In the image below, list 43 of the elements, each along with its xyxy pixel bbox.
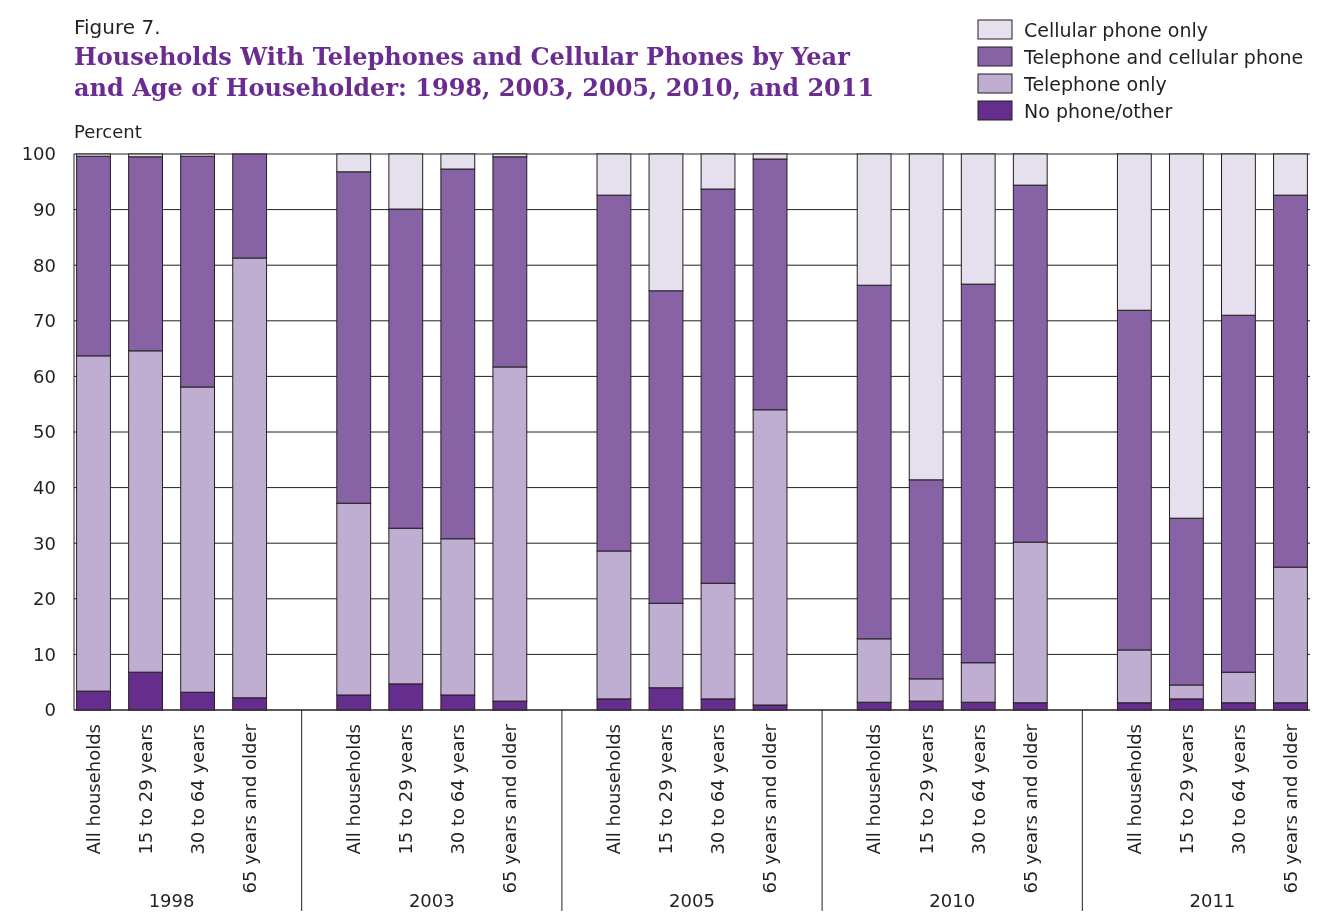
y-tick-label: 20 [33, 588, 56, 610]
x-tick-label: 15 to 29 years [134, 724, 156, 855]
y-tick-label: 100 [21, 143, 56, 165]
y-tick-label: 90 [33, 198, 56, 220]
legend-label: No phone/other [1024, 99, 1173, 122]
x-tick-label: All households [82, 724, 104, 855]
text: 1998 [148, 890, 195, 911]
text: 2003 [408, 890, 455, 911]
y-tick-label: 10 [33, 643, 56, 665]
y-tick-label: 0 [44, 699, 56, 721]
chart-title: Households With Telephones and Cellular Phones by Year and Age of Householder: 1998, 2003, 2005, 2010, and 2011 [74, 42, 875, 102]
y-tick-label: 50 [33, 421, 56, 443]
x-tick-label: All households [1123, 724, 1145, 855]
y-tick-label: 80 [33, 254, 56, 276]
y-axis-title: Percent [74, 121, 142, 142]
x-tick-label: 30 to 64 years [1227, 724, 1249, 855]
x-tick-label: 65 years and older [238, 723, 260, 894]
legend-label: Telephone and cellular phone [1023, 45, 1304, 68]
x-tick-label: All households [863, 724, 885, 855]
text: 2011 [1189, 890, 1236, 911]
legend-label: Telephone only [1023, 72, 1167, 95]
x-tick-label: 15 to 29 years [1175, 724, 1197, 855]
text: 2010 [929, 890, 976, 911]
x-tick-label: 30 to 64 years [447, 724, 469, 855]
x-tick-label: 65 years and older [759, 723, 781, 894]
legend-label: Cellular phone only [1024, 18, 1209, 41]
caption: Figure 7. [74, 15, 161, 39]
x-tick-label: 30 to 64 years [186, 724, 208, 855]
text: 2005 [669, 890, 715, 911]
x-tick-label: 15 to 29 years [395, 724, 417, 855]
x-tick-label: 65 years and older [499, 723, 521, 894]
x-tick-label: 30 to 64 years [967, 724, 989, 855]
x-tick-label: 15 to 29 years [655, 724, 677, 855]
x-tick-label: All households [603, 724, 625, 855]
y-tick-label: 30 [33, 532, 56, 554]
x-tick-label: 30 to 64 years [707, 724, 729, 855]
y-tick-label: 70 [33, 310, 56, 332]
y-tick-label: 40 [33, 476, 56, 498]
y-tick-label: 60 [33, 365, 56, 387]
x-tick-label: All households [343, 724, 365, 855]
x-tick-label: 65 years and older [1279, 723, 1301, 894]
x-tick-label: 65 years and older [1019, 723, 1041, 894]
x-tick-label: 15 to 29 years [915, 724, 937, 855]
